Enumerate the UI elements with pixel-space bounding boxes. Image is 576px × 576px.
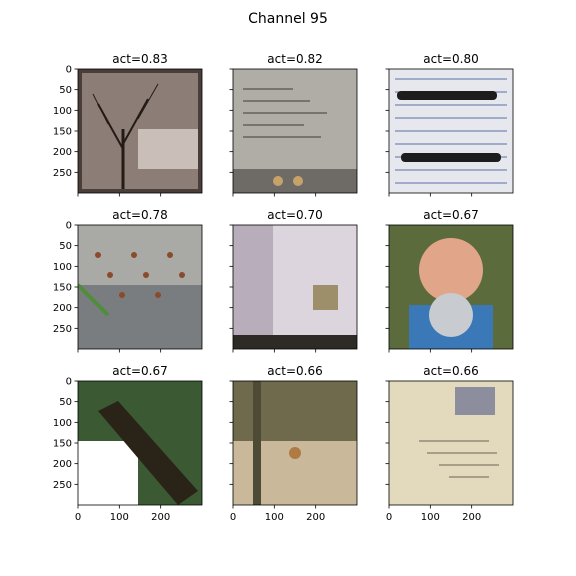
scene-shape [289, 447, 301, 459]
y-tick-label: 250 [53, 324, 72, 335]
panel-image [78, 69, 202, 193]
scene-shape [233, 225, 273, 349]
scene-shape [179, 272, 185, 278]
scene-shape [293, 176, 303, 186]
x-tick-label: 0 [230, 512, 236, 523]
scene-shape [138, 129, 198, 169]
panel-6: act=0.67 [385, 208, 514, 353]
x-tick-label: 200 [151, 512, 170, 523]
scene-shape [233, 335, 357, 349]
panel-title: act=0.66 [267, 364, 322, 378]
y-tick-label: 100 [53, 262, 72, 273]
panel-image [78, 381, 202, 505]
y-tick-label: 100 [53, 106, 72, 117]
scene-shape [78, 285, 202, 349]
panel-title: act=0.67 [112, 364, 167, 378]
panel-image [233, 381, 357, 505]
x-tick-label: 200 [462, 512, 481, 523]
pen-shape [397, 91, 497, 100]
panel-image [389, 69, 513, 193]
y-tick-label: 50 [59, 397, 72, 408]
scene-shape [143, 272, 149, 278]
scene-shape [107, 272, 113, 278]
y-tick-label: 250 [53, 168, 72, 179]
panel-title: act=0.82 [267, 52, 322, 66]
panel-image [78, 225, 202, 349]
panel-1: act=0.83 0 50 100 150 200 250 [53, 52, 203, 197]
scene-stroke [122, 98, 149, 145]
scene-shape [419, 238, 483, 302]
x-tick-label: 100 [421, 512, 440, 523]
scene-shape [233, 381, 357, 441]
x-tick-label: 0 [75, 512, 81, 523]
scene-shape [429, 293, 473, 337]
panel-image [389, 381, 513, 505]
scene-shape [313, 285, 338, 310]
sign-post-shape [98, 401, 198, 505]
scene-shape [273, 176, 283, 186]
panel-2: act=0.82 [229, 52, 358, 197]
panel-title: act=0.83 [112, 52, 167, 66]
scene-shape [167, 252, 173, 258]
panel-title: act=0.78 [112, 208, 167, 222]
figure-title: Channel 95 [248, 11, 328, 27]
panel-5: act=0.70 [229, 208, 358, 353]
y-tick-label: 150 [53, 127, 72, 138]
panel-title: act=0.70 [267, 208, 322, 222]
panel-grid: act=0.83 0 50 100 150 200 250 act=0.82 act=0.80 a… [53, 52, 514, 523]
panel-image [389, 225, 513, 349]
y-tick-label: 100 [53, 418, 72, 429]
y-tick-label: 200 [53, 147, 72, 158]
y-tick-label: 50 [59, 85, 72, 96]
y-tick-label: 150 [53, 283, 72, 294]
scene-stroke [92, 93, 109, 125]
panel-title: act=0.67 [423, 208, 478, 222]
y-tick-label: 250 [53, 480, 72, 491]
y-tick-label: 200 [53, 459, 72, 470]
y-tick-label: 0 [66, 65, 72, 76]
panel-9: act=0.66 0 100 200 [385, 364, 514, 523]
y-tick-label: 150 [53, 439, 72, 450]
scene-shape [131, 252, 137, 258]
x-tick-label: 200 [306, 512, 325, 523]
panel-title: act=0.80 [423, 52, 478, 66]
scene-stroke [137, 83, 159, 120]
scene-shape [253, 381, 261, 505]
x-tick-label: 0 [386, 512, 392, 523]
pen-shape [401, 153, 501, 162]
x-tick-label: 100 [110, 512, 129, 523]
x-tick-label: 100 [265, 512, 284, 523]
panel-image [233, 225, 357, 349]
scene-shape [95, 252, 101, 258]
panel-image [233, 69, 357, 193]
panel-4: act=0.78 0 50 100 150 200 250 [53, 208, 203, 353]
y-tick-label: 200 [53, 303, 72, 314]
panel-title: act=0.66 [423, 364, 478, 378]
y-tick-label: 0 [66, 377, 72, 388]
panel-8: act=0.66 0 100 200 [229, 364, 358, 523]
y-tick-label: 50 [59, 241, 72, 252]
y-tick-label: 0 [66, 221, 72, 232]
panel-7: act=0.67 0 50 100 150 200 250 0 100 200 [53, 364, 203, 523]
scene-shape [455, 387, 495, 415]
scene-shape [119, 292, 125, 298]
scene-stroke [78, 283, 110, 317]
scene-shape [155, 292, 161, 298]
scene-shape [233, 69, 357, 169]
panel-3: act=0.80 [385, 52, 514, 197]
